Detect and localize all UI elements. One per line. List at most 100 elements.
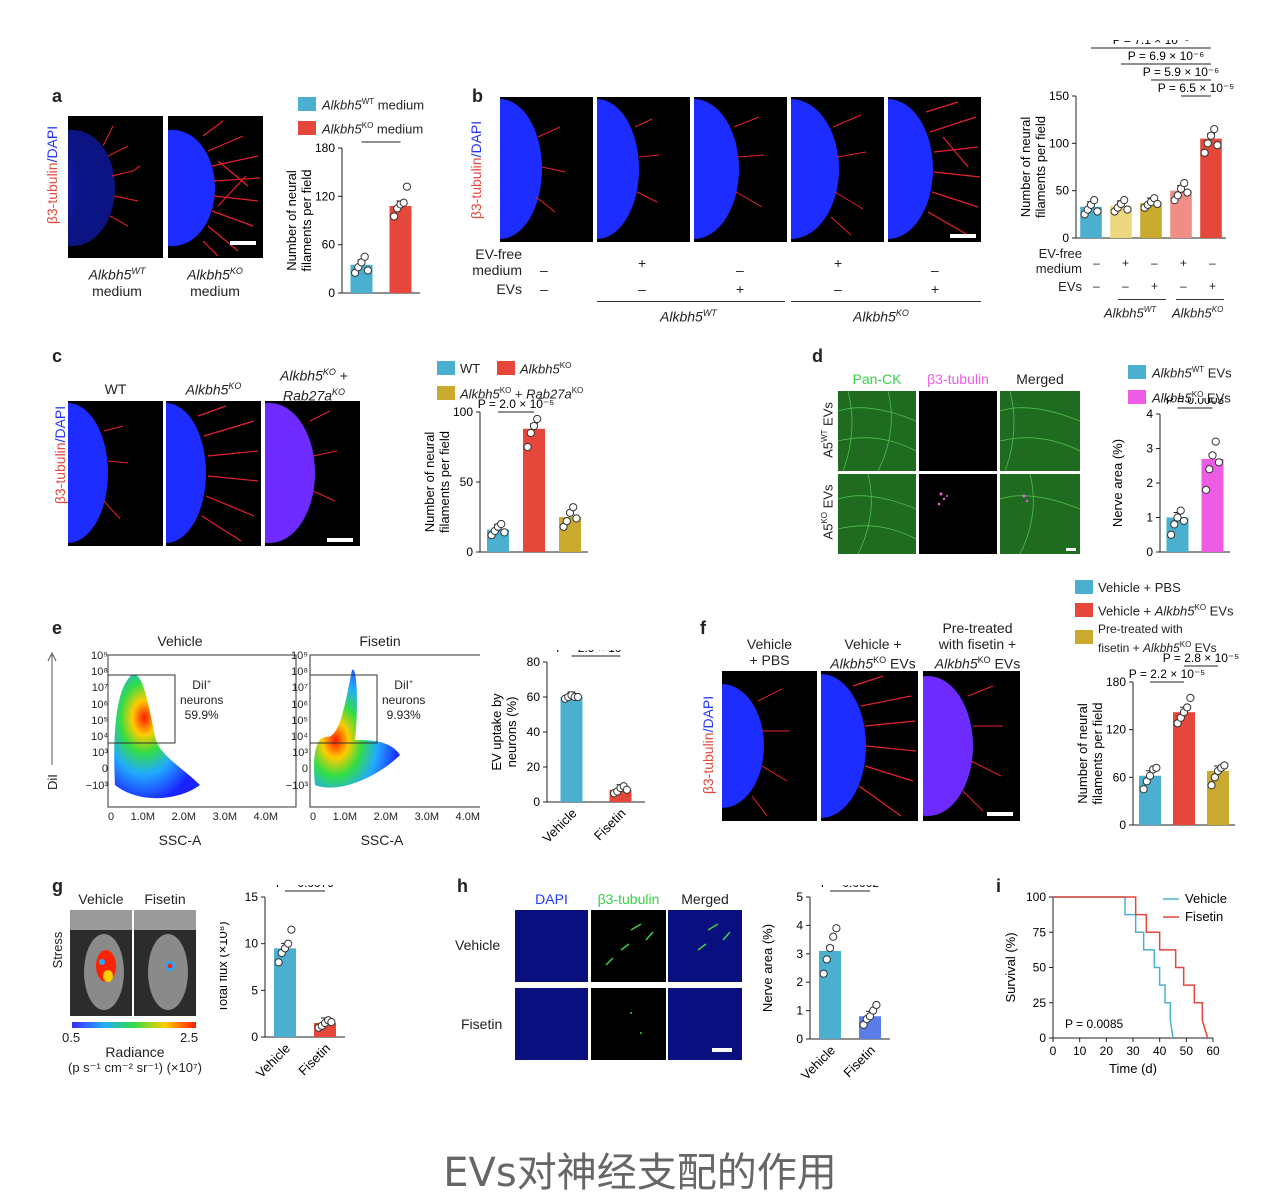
legend-label-a-ko: Alkbh5KO medium — [322, 121, 424, 137]
survival-line — [1053, 896, 1174, 1039]
data-point — [1211, 437, 1220, 446]
legend-swatch-a-ko — [298, 121, 316, 135]
col-label-h-merged: Merged — [681, 891, 729, 907]
data-point — [1210, 125, 1219, 134]
legend-label-f-2: Vehicle + Alkbh5KO EVs — [1098, 603, 1234, 619]
bar — [819, 950, 841, 1039]
x-tick-label: 40 — [1153, 1044, 1167, 1058]
data-point — [1176, 506, 1185, 515]
chart-b-mk-2b: – — [1122, 279, 1129, 293]
p-value-label: P = 6.5 × 10⁻⁵ — [1158, 81, 1235, 95]
legend-label-d-ko: Alkbh5KO EVs — [1152, 390, 1231, 406]
data-point — [284, 939, 293, 948]
data-point — [1179, 516, 1189, 526]
micrograph-d-ko-merged — [1000, 474, 1080, 554]
y-tick-label: 20 — [527, 760, 541, 774]
img-label-f-2: Vehicle + Alkbh5KO EVs — [830, 636, 916, 672]
chart-d: 0 1 2 3 4 Nerve area (%) P = 0.0003 — [1110, 398, 1230, 558]
legend-swatch-f-1 — [1075, 580, 1093, 594]
data-point — [1220, 761, 1229, 770]
y-tick-label: 15 — [245, 890, 259, 904]
data-point — [1139, 785, 1148, 794]
data-point — [1173, 513, 1182, 522]
x-tick-label: 60 — [1206, 1044, 1220, 1058]
stain-label-f: β3-tubulin/DAPI — [700, 695, 716, 795]
mark-b-r2-3: + — [736, 281, 745, 297]
stain-label-a: β3-tubulin/DAPI — [44, 100, 60, 250]
gate-label-fisetin: DiI+ neurons 9.93% — [382, 678, 426, 722]
micrograph-a-wt — [68, 116, 163, 258]
y-axis-label-line: Nerve area (%) — [760, 924, 775, 1012]
data-point — [1213, 141, 1222, 150]
legend-label-f-3: Pre-treated with fisetin + Alkbh5KO EVs — [1098, 622, 1217, 655]
col-label-g-fisetin: Fisetin — [144, 891, 186, 907]
y-tick-label: 0 — [251, 1030, 258, 1044]
mark-b-r1-3: – — [736, 262, 744, 278]
chart-b-group-line-ko — [1176, 299, 1224, 300]
chart-i: 0 25 50 75 100 0 10 20 30 40 50 60 Time (d) Survival … — [1003, 890, 1227, 1076]
data-point — [572, 514, 581, 523]
y-tick-label: 0 — [1119, 818, 1126, 832]
radiance-max: 2.5 — [180, 1030, 199, 1045]
y-tick-label: 2 — [796, 975, 803, 989]
flow-yticks-2: 10⁹ 10⁸ 10⁷ 10⁶ 10⁵ 10⁴ 10³ 0 −10³ — [285, 650, 308, 792]
p-value-label: P = 2.8 × 10⁻⁵ — [1163, 651, 1240, 665]
legend-swatch-f-2 — [1075, 603, 1093, 617]
y-tick-label: 50 — [460, 475, 474, 489]
y-tick-label: 100 — [1049, 136, 1069, 150]
legend-label-a-wt: Alkbh5WT medium — [322, 97, 425, 113]
x-tick-label: 0 — [1050, 1044, 1057, 1058]
y-tick-label: 4 — [1146, 407, 1153, 421]
p-value-label: P = 7.1 × 10⁻⁶ — [1113, 40, 1190, 47]
legend-label: Fisetin — [1185, 909, 1223, 924]
img-label-a-wt: Alkbh5WT medium — [88, 266, 146, 299]
p-value-label: P = 6.9 × 10⁻⁶ — [1128, 49, 1205, 63]
x-tick-label: 20 — [1100, 1044, 1114, 1058]
y-tick-label: 120 — [315, 189, 335, 203]
mark-b-r2-4: – — [834, 281, 842, 297]
y-axis-label-line: EV uptake by — [489, 693, 504, 771]
y-tick-label: 100 — [1026, 890, 1046, 904]
legend-swatch-c-ko — [497, 361, 515, 375]
x-tick-label: 50 — [1180, 1044, 1194, 1058]
y-axis-label-line: filaments per field — [299, 170, 314, 272]
data-point — [500, 528, 509, 537]
y-tick-label: 3 — [796, 947, 803, 961]
x-category-label: Fisetin — [840, 1043, 878, 1081]
micrograph-f-3 — [923, 671, 1020, 821]
row-label-b-evs: EVs — [496, 281, 522, 297]
data-point — [1183, 703, 1192, 712]
x-category-label: Vehicle — [798, 1043, 838, 1083]
img-label-f-1: Vehicle + PBS — [746, 636, 793, 668]
y-tick-label: 10 — [245, 937, 259, 951]
y-tick-label: 2 — [1146, 476, 1153, 490]
survival-line — [1053, 896, 1209, 1039]
data-point — [1180, 178, 1189, 188]
flow-plots — [47, 651, 480, 808]
panel-letter-g: g — [52, 876, 63, 896]
data-point — [872, 1000, 881, 1010]
p-value-label: P = 2.0 × 10⁻⁵ — [478, 398, 555, 411]
y-tick-label: 50 — [1056, 184, 1070, 198]
y-axis-label-line: filaments per field — [437, 431, 452, 533]
micrograph-h-veh-merged — [668, 910, 742, 982]
micrograph-c-ko — [166, 401, 261, 546]
chart-b-mk-5b: + — [1209, 279, 1217, 293]
p-value-label: P = 5.9 × 10⁻⁶ — [1143, 65, 1220, 79]
y-tick-label: 60 — [1113, 770, 1127, 784]
img-label-c-dko: Alkbh5KO + Rab27aKO — [280, 367, 348, 404]
chart-e: 0 20 40 60 80 EV uptake by neurons (%) Vehicle F… — [489, 650, 645, 846]
data-point — [1207, 781, 1216, 790]
radiance-min: 0.5 — [62, 1030, 81, 1045]
panel-letter-h: h — [457, 876, 468, 896]
micrograph-c-dko — [265, 401, 360, 546]
data-point — [360, 252, 369, 261]
legend-swatch-c-wt — [437, 361, 455, 375]
chart-a: 0 60 120 180 Number of neural filaments per f… — [284, 140, 420, 300]
micrograph-b-2 — [597, 97, 690, 242]
group-label-b-ko: Alkbh5KO — [853, 308, 909, 325]
x-tick-label: 10 — [1073, 1044, 1087, 1058]
data-point — [1186, 693, 1195, 702]
flow-plot2-gate — [309, 674, 378, 744]
img-label-c-ko: Alkbh5KO — [185, 381, 242, 398]
